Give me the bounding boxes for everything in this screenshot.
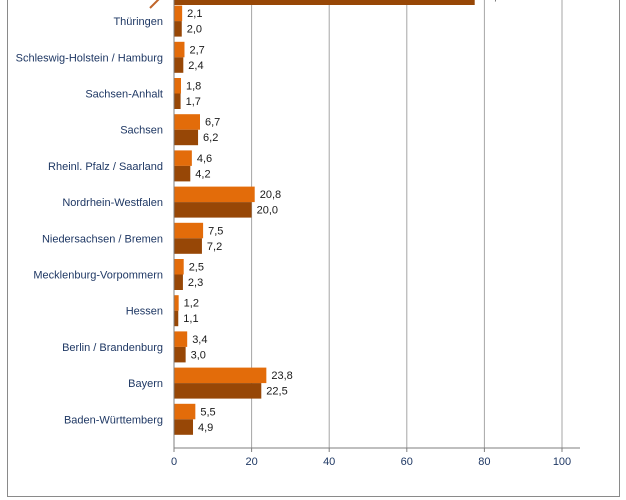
- bar-series-a: [174, 5, 183, 22]
- category-label: Hessen: [126, 306, 163, 318]
- bar-series-a: [174, 259, 184, 275]
- bar-partial-top: [174, 0, 475, 5]
- value-label-series-a: 6,7: [205, 117, 220, 129]
- bar-series-b: [174, 57, 184, 73]
- bar-series-b: [174, 274, 183, 290]
- value-label-series-b: 22,5: [266, 386, 287, 398]
- category-label: Niedersachsen / Bremen: [42, 233, 163, 245]
- value-label-series-a: 23,8: [271, 370, 292, 382]
- bar-series-a: [174, 78, 181, 94]
- value-label-series-b: 2,3: [188, 277, 203, 289]
- value-label-series-b: 2,4: [188, 60, 203, 72]
- value-label-series-a: 2,1: [187, 8, 202, 20]
- value-label-series-b: 4,9: [198, 422, 213, 434]
- value-label-series-b: 4,2: [195, 168, 210, 180]
- bar-series-b: [174, 346, 186, 363]
- bar-series-b: [174, 129, 199, 146]
- category-label: Nordrhein-Westfalen: [62, 197, 163, 209]
- bar-series-a: [174, 186, 255, 203]
- grid-lines: [251, 0, 563, 448]
- category-label: Sachsen-Anhalt: [85, 89, 163, 101]
- tick-label-20: 20: [245, 456, 257, 468]
- bar-series-a: [174, 331, 188, 347]
- bars: [174, 0, 475, 435]
- category-label: Rheinl. Pfalz / Saarland: [48, 161, 163, 173]
- value-label-series-b: 1,1: [183, 313, 198, 325]
- category-label: Schleswig-Holstein / Hamburg: [16, 52, 163, 64]
- bar-series-b: [174, 310, 179, 327]
- value-label-series-a: 1,2: [184, 298, 199, 310]
- value-label-series-b: 2,0: [187, 24, 202, 36]
- bar-series-a: [174, 222, 204, 239]
- tick-label-0: 0: [171, 456, 177, 468]
- category-label: Bayern: [128, 378, 163, 390]
- value-label-series-a: 20,8: [260, 189, 281, 201]
- value-label-series-a: 1,8: [186, 81, 201, 93]
- tick-label-80: 80: [478, 456, 490, 468]
- bar-series-a: [174, 295, 179, 311]
- callout-arrow: [149, 0, 160, 9]
- bar-series-a: [174, 150, 192, 166]
- bar-series-b: [174, 419, 194, 435]
- value-label-series-a: 5,5: [200, 406, 215, 418]
- bar-series-b: [174, 165, 191, 182]
- value-label-series-a: 4,6: [197, 153, 212, 165]
- value-label-series-a: 7,5: [208, 225, 223, 237]
- category-label: Mecklenburg-Vorpommern: [33, 270, 163, 282]
- bar-series-b: [174, 383, 262, 399]
- category-label: Berlin / Brandenburg: [62, 342, 163, 354]
- value-label-series-b: 6,2: [203, 132, 218, 144]
- bar-series-a: [174, 41, 185, 58]
- category-label: Sachsen: [120, 125, 163, 137]
- category-label: Thüringen: [113, 16, 163, 28]
- bar-series-b: [174, 21, 182, 37]
- tick-label-60: 60: [401, 456, 413, 468]
- value-label-series-b: 20,0: [257, 205, 278, 217]
- value-label-partial-top: 77,: [482, 0, 497, 3]
- value-label-series-a: 2,5: [189, 262, 204, 274]
- value-label-series-a: 2,7: [189, 44, 204, 56]
- bar-series-a: [174, 114, 200, 130]
- bar-series-a: [174, 367, 267, 384]
- value-label-series-b: 3,0: [191, 349, 206, 361]
- axes: 0 20 40 60 80 100: [149, 0, 580, 468]
- bar-series-a: [174, 403, 196, 420]
- value-label-series-a: 3,4: [192, 334, 207, 346]
- value-label-series-b: 1,7: [186, 96, 201, 108]
- tick-label-100: 100: [553, 456, 571, 468]
- chart-frame: [7, 0, 620, 497]
- bar-series-b: [174, 93, 181, 109]
- labels: 77, Baden-Württemberg 5,5 4,9 Bayern 23,8 22,5…: [16, 0, 497, 434]
- value-label-series-b: 7,2: [207, 241, 222, 253]
- bar-series-b: [174, 238, 202, 254]
- bar-series-b: [174, 202, 252, 218]
- tick-label-40: 40: [323, 456, 335, 468]
- category-label: Baden-Württemberg: [64, 414, 163, 426]
